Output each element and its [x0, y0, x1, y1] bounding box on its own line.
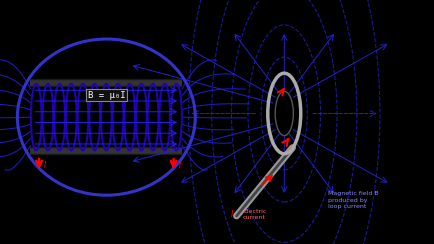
Text: I: I [44, 162, 46, 170]
Text: I: I [231, 210, 233, 219]
Text: B = μ₀I: B = μ₀I [88, 91, 125, 100]
Text: Magnetic field B
produced by
loop current: Magnetic field B produced by loop curren… [328, 191, 378, 209]
Text: I: I [179, 162, 181, 170]
Text: Electric
current: Electric current [243, 209, 266, 220]
